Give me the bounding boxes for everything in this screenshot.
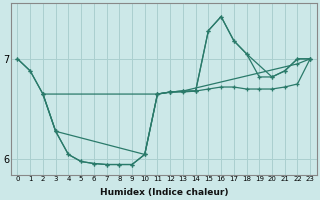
X-axis label: Humidex (Indice chaleur): Humidex (Indice chaleur) — [100, 188, 228, 197]
